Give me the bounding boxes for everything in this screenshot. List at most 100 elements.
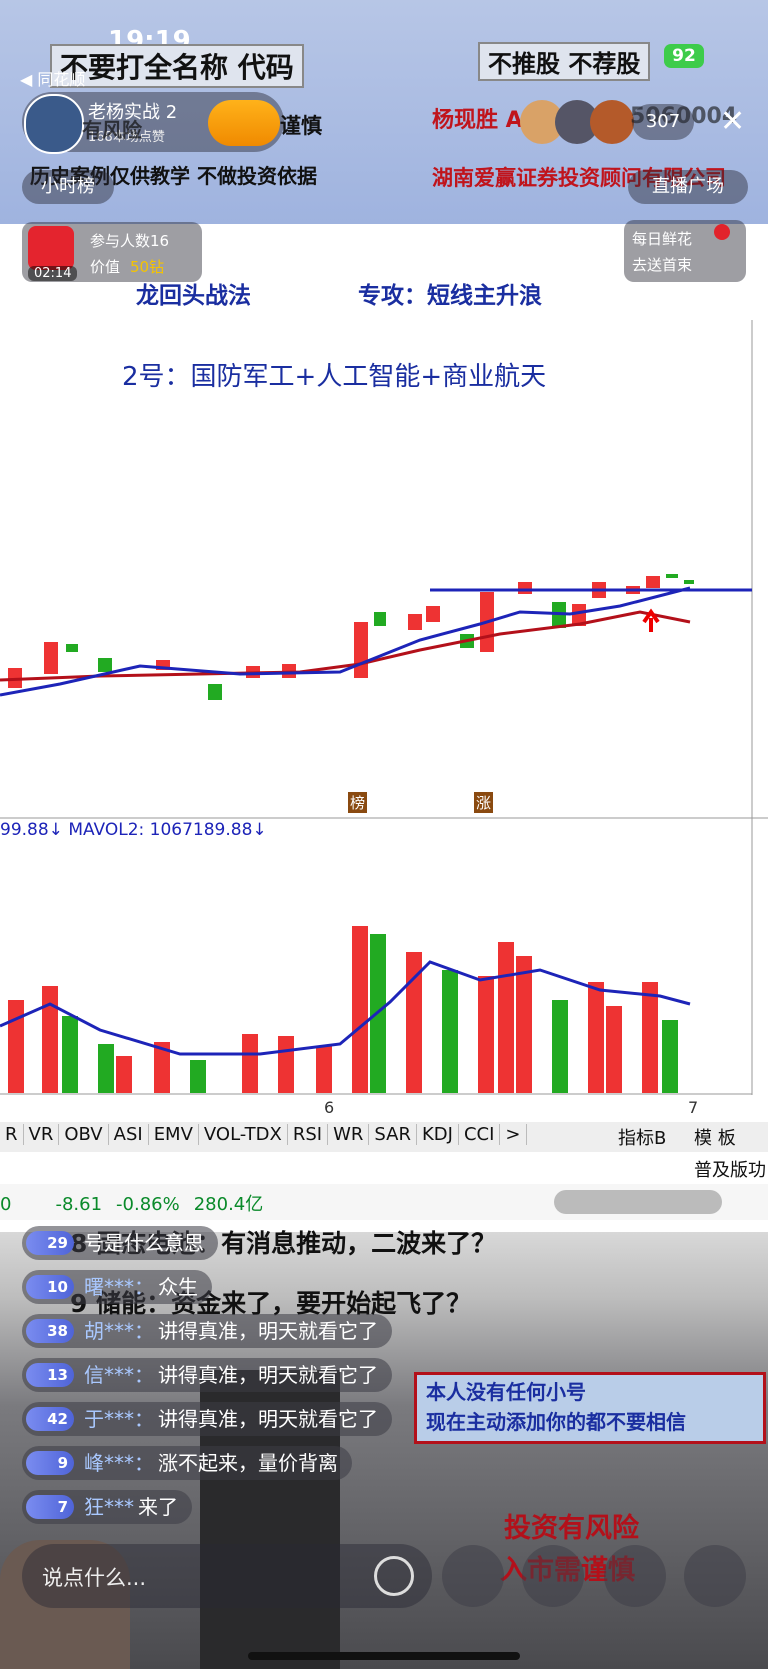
commenter[interactable]: 峰***： xyxy=(84,1451,154,1475)
tab[interactable]: R xyxy=(0,1124,24,1145)
tag: 榜 xyxy=(348,792,368,813)
tab[interactable]: VR xyxy=(24,1124,60,1145)
header-bg xyxy=(0,0,768,224)
banner-left: 不要打全名称 代码 xyxy=(50,44,304,88)
comment: 9 峰***： 涨不起来，量价背离 xyxy=(22,1446,352,1480)
commenter[interactable]: 胡***： xyxy=(84,1319,154,1343)
ticker-value: 280.4亿 xyxy=(193,1194,264,1215)
comment: 29 号是什么意思 xyxy=(22,1226,218,1260)
gift-value: 50钻 xyxy=(130,258,165,276)
like-button[interactable] xyxy=(522,1545,584,1607)
comment: 10 曙***： 众生 xyxy=(22,1270,212,1304)
date-label: 7 xyxy=(688,1098,699,1117)
video-person xyxy=(0,1540,130,1669)
likes: 168本场点赞 xyxy=(88,130,165,145)
tab[interactable]: SAR xyxy=(369,1124,417,1145)
comment: 7 狂*** 来了 xyxy=(22,1490,192,1524)
tab[interactable]: 指标B xyxy=(618,1128,667,1149)
comment: 38 胡***： 讲得真准，明天就看它了 xyxy=(22,1314,392,1348)
live-square[interactable]: 直播广场 xyxy=(628,170,748,204)
tag: 涨 xyxy=(474,792,494,813)
gift-participants: 参与人数16 xyxy=(90,232,170,250)
ma-blue xyxy=(0,586,691,697)
disclaimer: 历史案例仅供教学 不做投资依据 xyxy=(30,164,317,188)
chart-subtitle: 2号：国防军工+人工智能+商业航天 xyxy=(122,362,547,392)
tab[interactable]: ASI xyxy=(109,1124,149,1145)
emoji-button[interactable] xyxy=(374,1556,414,1596)
tab[interactable]: > xyxy=(500,1124,527,1145)
tab[interactable]: RSI xyxy=(288,1124,329,1145)
ticker-value: -0.86% xyxy=(116,1194,180,1215)
edition: 普及版功 xyxy=(694,1160,766,1181)
stream-chart xyxy=(0,314,768,1234)
tab[interactable]: WR xyxy=(328,1124,370,1145)
level-badge: 7 xyxy=(26,1495,74,1519)
focus: 专攻：短线主升浪 xyxy=(358,283,542,309)
company: 湖南爱赢证券投资顾问有限公司 xyxy=(432,166,726,190)
battery: 92 xyxy=(664,44,704,68)
search-box[interactable] xyxy=(554,1190,722,1214)
comment: 13 信***： 讲得真准，明天就看它了 xyxy=(22,1358,392,1392)
tab[interactable]: OBV xyxy=(59,1124,109,1145)
gift-timer: 02:14 xyxy=(28,266,78,281)
gift-icon xyxy=(28,226,74,270)
input-box[interactable] xyxy=(22,1544,432,1608)
risk-line: 投资有风险 xyxy=(504,1513,639,1544)
back-button[interactable]: ◀ 同花顺 xyxy=(20,70,86,89)
vol-ma xyxy=(0,960,691,1056)
host-avatar xyxy=(24,94,84,154)
ticker-value: -8.61 xyxy=(55,1194,103,1215)
level-badge: 42 xyxy=(26,1407,74,1431)
share-button[interactable] xyxy=(684,1545,746,1607)
indicator-tabs: R VR OBV ASI EMV VOL-TDX RSI WR SAR KDJ CCI > xyxy=(0,1124,527,1145)
tab[interactable]: 模 板 xyxy=(694,1128,736,1149)
host-name: 老杨实战 2 xyxy=(88,102,178,123)
level-badge: 29 xyxy=(26,1231,74,1255)
level-badge: 13 xyxy=(26,1363,74,1387)
ma-red xyxy=(0,610,691,682)
viewer-avatar xyxy=(590,100,634,144)
comment-text: 讲得真准，明天就看它了 xyxy=(158,1363,378,1387)
tab[interactable]: EMV xyxy=(149,1124,199,1145)
close-button[interactable]: ✕ xyxy=(720,104,746,139)
ticker: 0 -8.61 -0.86% 280.4亿 xyxy=(0,1190,277,1216)
notice-line: 现在主动添加你的都不要相信 xyxy=(426,1410,686,1434)
level-badge: 38 xyxy=(26,1319,74,1343)
tab-bg xyxy=(0,1122,768,1152)
warning-right: 谨慎 xyxy=(280,114,322,138)
commenter[interactable]: 曙***： xyxy=(84,1275,154,1299)
hour-rank[interactable]: 小时榜 xyxy=(22,170,114,204)
gift-button[interactable] xyxy=(604,1545,666,1607)
comment: 42 于***： 讲得真准，明天就看它了 xyxy=(22,1402,392,1436)
ticker-value: 0 xyxy=(0,1194,12,1215)
commenter[interactable]: 狂*** xyxy=(84,1495,134,1519)
vol-legend: 99.88↓ MAVOL2: 1067189.88↓ xyxy=(0,820,267,840)
notice-box xyxy=(414,1372,766,1444)
flower-line2: 去送首束 xyxy=(632,256,693,274)
comment-text: 讲得真准，明天就看它了 xyxy=(158,1407,378,1431)
level-badge: 9 xyxy=(26,1451,74,1475)
commenter[interactable]: 于***： xyxy=(84,1407,154,1431)
follow-button[interactable] xyxy=(208,100,280,146)
commenter[interactable]: 信***： xyxy=(84,1363,154,1387)
presenter-id: 5060004 xyxy=(630,104,738,129)
method: 龙回头战法 xyxy=(136,283,251,309)
banner-right: 不推股 不荐股 xyxy=(478,42,651,81)
gift-value-label: 价值 xyxy=(90,258,121,276)
comment-text: 众生 xyxy=(158,1275,198,1299)
comment-text: 来了 xyxy=(138,1495,178,1519)
flower-icon xyxy=(714,224,730,240)
volume-bars xyxy=(8,926,678,1093)
tab[interactable]: KDJ xyxy=(417,1124,459,1145)
comment-text: 讲得真准，明天就看它了 xyxy=(158,1319,378,1343)
level-badge: 10 xyxy=(26,1275,74,1299)
tab[interactable]: CCI xyxy=(459,1124,501,1145)
tab[interactable]: VOL-TDX xyxy=(199,1124,288,1145)
fan-button[interactable] xyxy=(442,1545,504,1607)
input-placeholder: 说点什么... xyxy=(42,1566,147,1590)
viewer-count[interactable]: 307 xyxy=(632,104,694,140)
date-label: 6 xyxy=(324,1098,335,1117)
arrow xyxy=(642,608,660,632)
